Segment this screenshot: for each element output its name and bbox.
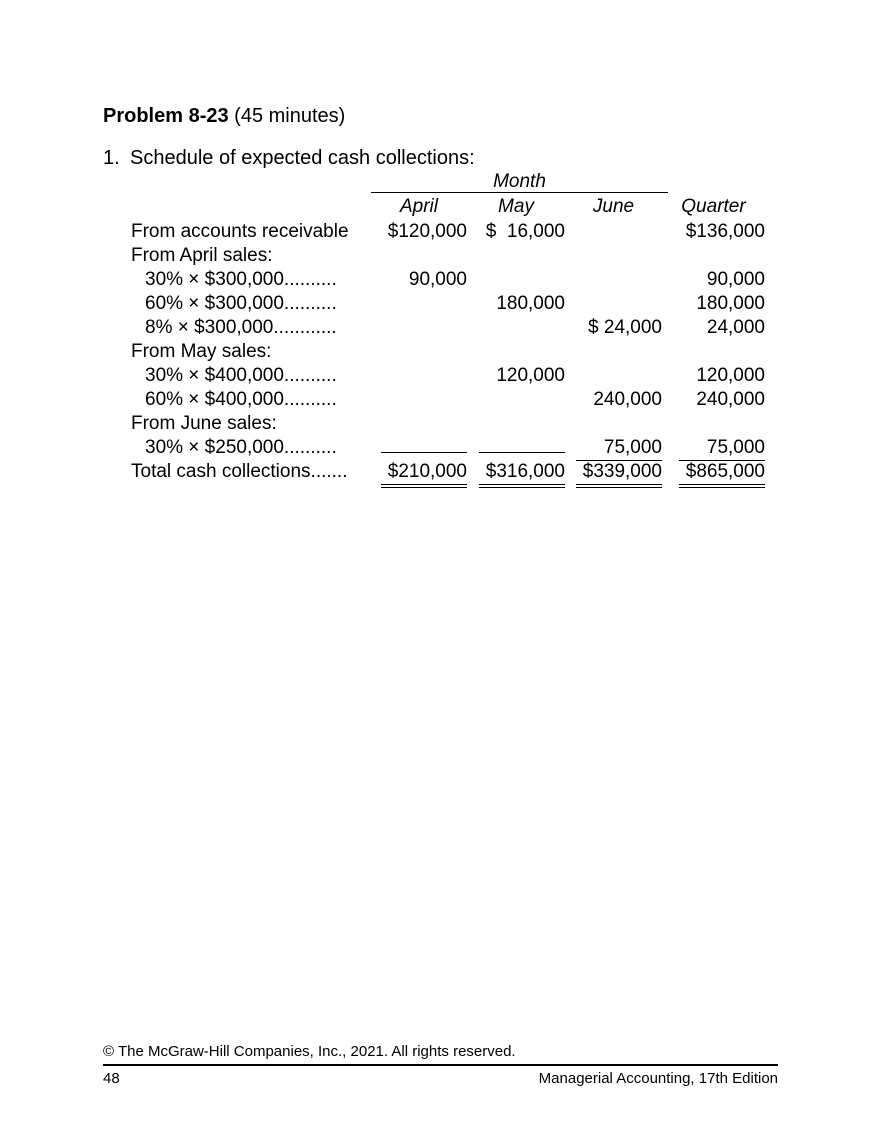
- cell-april: [371, 316, 467, 340]
- cell-quarter: 120,000: [696, 365, 765, 386]
- cell-quarter: 180,000: [696, 293, 765, 314]
- row-label: 30% × $400,000..........: [145, 365, 337, 386]
- cell-quarter: $865,000: [662, 460, 765, 488]
- cell-april: [371, 436, 467, 461]
- cell-june: $ 24,000: [588, 317, 662, 338]
- row-label: 60% × $300,000..........: [145, 293, 337, 314]
- row-label: Total cash collections.......: [131, 461, 348, 482]
- cell-may: [467, 316, 565, 340]
- table-row: From June sales:: [131, 412, 765, 436]
- list-item-number: 1.: [103, 147, 120, 169]
- cell-quarter: 240,000: [696, 389, 765, 410]
- problem-duration: (45 minutes): [228, 105, 346, 127]
- list-item: 1. Schedule of expected cash collections:: [103, 145, 475, 171]
- cell-quarter: 75,000: [662, 436, 765, 461]
- cell-june: [565, 292, 662, 316]
- copyright-notice: © The McGraw-Hill Companies, Inc., 2021.…: [103, 1043, 516, 1060]
- cell-april: 90,000: [408, 269, 467, 290]
- column-header-may: May: [498, 196, 534, 217]
- table-row: 30% × $250,000.......... 75,000 75,000: [131, 436, 765, 461]
- column-header-quarter: Quarter: [681, 196, 746, 217]
- cell-may: $316,000: [467, 460, 565, 488]
- cell-quarter: $136,000: [685, 221, 765, 242]
- column-header-june: June: [592, 196, 635, 217]
- cell-april: [371, 292, 467, 316]
- problem-heading: Problem 8-23 (45 minutes): [103, 103, 345, 129]
- row-label: 60% × $400,000..........: [145, 389, 337, 410]
- problem-number: Problem 8-23: [103, 105, 229, 127]
- footer: 48 Managerial Accounting, 17th Edition: [103, 1069, 778, 1089]
- table-row: 30% × $400,000.......... 120,000 120,000: [131, 364, 765, 388]
- page-number: 48: [103, 1070, 120, 1087]
- cell-quarter: 90,000: [706, 269, 765, 290]
- cell-may: $ 16,000: [485, 221, 565, 242]
- cell-april: $120,000: [387, 221, 467, 242]
- table-row: 30% × $300,000.......... 90,000 90,000: [131, 268, 765, 292]
- cash-collections-table: Month April May June Quarter From accoun…: [131, 170, 765, 488]
- month-spanner-header: Month: [371, 170, 668, 193]
- row-label: From accounts receivable: [131, 221, 349, 242]
- cell-may: [467, 388, 565, 412]
- label-column-header: [131, 193, 371, 220]
- book-title: Managerial Accounting, 17th Edition: [538, 1070, 778, 1087]
- table-row: 8% × $300,000............ $ 24,000 24,00…: [131, 316, 765, 340]
- column-header-row: April May June Quarter: [131, 193, 765, 220]
- table-row: From accounts receivable $120,000 $ 16,0…: [131, 220, 765, 244]
- row-label: 30% × $250,000..........: [145, 437, 337, 458]
- cell-april: [371, 364, 467, 388]
- cell-june: 240,000: [593, 389, 662, 410]
- cell-june: 75,000: [565, 436, 662, 461]
- cell-quarter: 24,000: [706, 317, 765, 338]
- cell-june: [565, 220, 662, 244]
- table-row: 60% × $300,000.......... 180,000 180,000: [131, 292, 765, 316]
- row-label: From June sales:: [131, 413, 277, 434]
- table-row: From April sales:: [131, 244, 765, 268]
- cell-june: $339,000: [565, 460, 662, 488]
- cell-may: [467, 436, 565, 461]
- footer-divider: [103, 1064, 778, 1066]
- cell-may: [467, 268, 565, 292]
- cell-june: [565, 364, 662, 388]
- table-row-total: Total cash collections....... $210,000 $…: [131, 460, 765, 488]
- cell-april: $210,000: [371, 460, 467, 488]
- cell-april: [371, 388, 467, 412]
- column-header-april: April: [399, 196, 438, 217]
- row-label: 30% × $300,000..........: [145, 269, 337, 290]
- table-row: 60% × $400,000.......... 240,000 240,000: [131, 388, 765, 412]
- row-label: 8% × $300,000............: [145, 317, 337, 338]
- cell-may: 120,000: [496, 365, 565, 386]
- row-label: From April sales:: [131, 245, 273, 266]
- list-item-text: Schedule of expected cash collections:: [130, 147, 475, 169]
- cell-may: 180,000: [496, 293, 565, 314]
- table-row: From May sales:: [131, 340, 765, 364]
- row-label: From May sales:: [131, 341, 272, 362]
- cell-june: [565, 268, 662, 292]
